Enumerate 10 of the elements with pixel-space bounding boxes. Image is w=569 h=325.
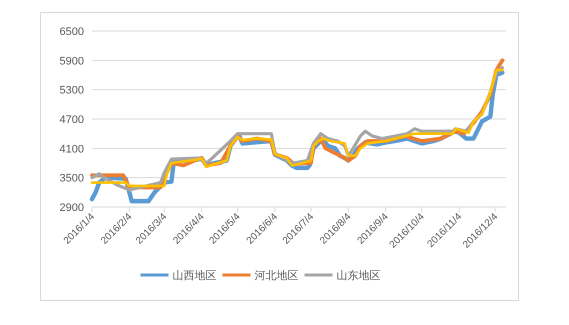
legend-label: 山东地区 bbox=[336, 269, 380, 282]
y-tick-label: 5900 bbox=[60, 55, 84, 68]
legend-label: 山西地区 bbox=[172, 269, 216, 282]
y-tick-label: 2900 bbox=[60, 202, 84, 214]
y-tick-label: 4100 bbox=[60, 143, 84, 156]
y-tick-label: 4700 bbox=[60, 114, 84, 126]
y-tick-label: 6500 bbox=[60, 26, 84, 38]
legend-label: 河北地区 bbox=[254, 269, 298, 282]
y-tick-label: 5300 bbox=[60, 84, 84, 97]
y-tick-label: 3500 bbox=[60, 172, 84, 185]
